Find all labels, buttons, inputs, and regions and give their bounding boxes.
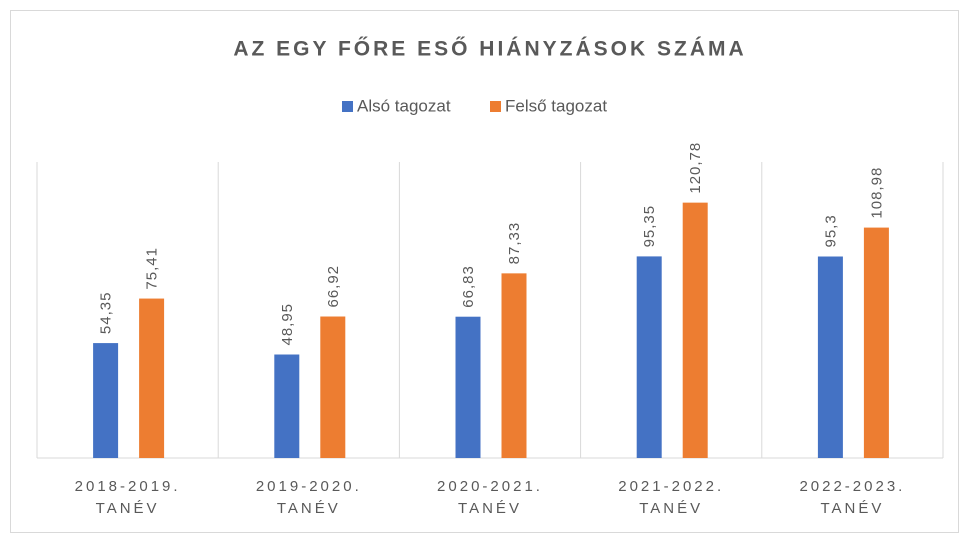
x-tick-label: 2021-2022. TANÉV bbox=[618, 478, 724, 517]
data-label: 120,78 bbox=[687, 142, 704, 194]
x-tick-label: 2020-2021. TANÉV bbox=[437, 478, 543, 517]
data-label: 48,95 bbox=[279, 303, 296, 346]
data-label: 108,98 bbox=[868, 167, 885, 219]
bar bbox=[274, 354, 300, 458]
x-tick-label: 2019-2020. TANÉV bbox=[256, 478, 362, 517]
data-label: 54,35 bbox=[98, 292, 115, 335]
chart-title: AZ EGY FŐRE ESŐ HIÁNYZÁSOK SZÁMA bbox=[233, 38, 746, 61]
data-label: 66,92 bbox=[325, 265, 342, 308]
bar bbox=[501, 273, 527, 458]
bar bbox=[636, 256, 662, 458]
chart-border bbox=[10, 10, 959, 533]
legend-label: Alsó tagozat bbox=[357, 96, 451, 115]
legend-swatch bbox=[490, 101, 501, 112]
legend-swatch bbox=[342, 101, 353, 112]
data-label: 66,83 bbox=[460, 265, 477, 308]
legend-label: Felső tagozat bbox=[505, 96, 607, 115]
data-label: 75,41 bbox=[144, 247, 161, 290]
data-label: 87,33 bbox=[506, 222, 523, 265]
x-tick-label: 2018-2019. TANÉV bbox=[75, 478, 181, 517]
bar bbox=[682, 202, 708, 458]
data-label: 95,35 bbox=[641, 205, 658, 248]
x-tick-label: 2022-2023. TANÉV bbox=[799, 478, 905, 517]
bar bbox=[139, 298, 165, 458]
bar bbox=[455, 316, 481, 458]
bar bbox=[863, 227, 889, 458]
bar bbox=[320, 316, 346, 458]
bar bbox=[817, 256, 843, 458]
data-label: 95,3 bbox=[822, 214, 839, 247]
bar bbox=[93, 343, 119, 458]
